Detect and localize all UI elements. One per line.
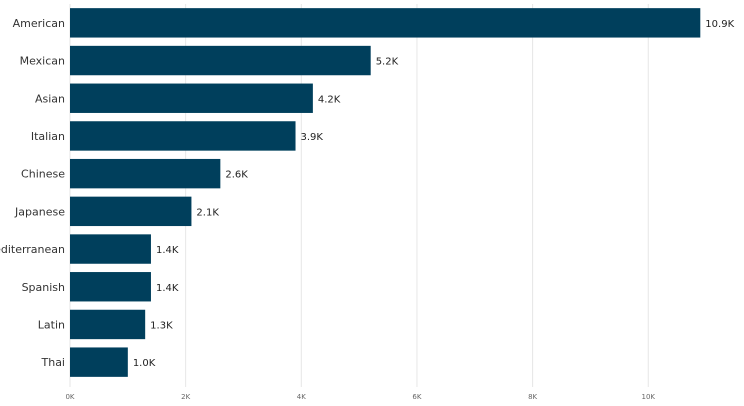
data-label: 10.9K [705,19,734,30]
category-label: Mexican [20,55,65,68]
x-tick-label: 0K [65,393,74,401]
data-label: 3.9K [301,132,324,143]
data-label: 1.4K [156,245,179,256]
bar-american[interactable] [70,8,701,38]
bar-mexican[interactable] [70,45,371,76]
x-tick-label: 8K [528,393,537,401]
bar-latin[interactable] [70,309,146,340]
data-label: 1.0K [133,358,156,369]
bar-spanish[interactable] [70,272,151,302]
data-label: 4.2K [318,94,341,105]
data-label: 1.3K [150,320,173,331]
bar-asian[interactable] [70,83,313,113]
data-label: 2.1K [196,207,219,218]
bar-mediterranean[interactable] [70,234,151,264]
bar-italian[interactable] [70,121,296,151]
data-label: 1.4K [156,283,179,294]
bar-chinese[interactable] [70,158,221,189]
category-label: Spanish [22,281,65,294]
data-label: 2.6K [225,170,248,181]
category-label: Latin [38,318,65,331]
x-tick-label: 2K [181,393,190,401]
category-label: Asian [35,92,65,105]
data-label: 5.2K [376,57,399,68]
category-label: Mediterranean [0,243,65,256]
x-tick-label: 4K [297,393,306,401]
category-label: Chinese [21,168,65,181]
bar-thai[interactable] [70,347,128,377]
category-label: American [13,17,65,30]
x-tick-label: 6K [412,393,421,401]
category-label: Italian [31,130,65,143]
category-label: Japanese [14,205,65,218]
bar-japanese[interactable] [70,196,192,227]
category-label: Thai [41,356,66,369]
x-tick-label: 10K [642,393,656,401]
